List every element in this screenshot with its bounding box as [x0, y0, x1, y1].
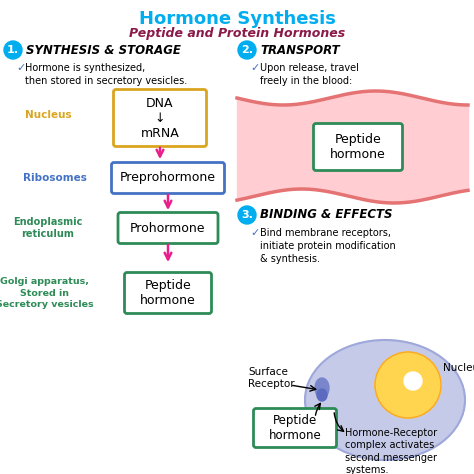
Circle shape	[4, 41, 22, 59]
Text: ✓: ✓	[250, 63, 259, 73]
Text: Peptide
hormone: Peptide hormone	[330, 133, 386, 161]
Circle shape	[375, 352, 441, 418]
Text: Hormone-Receptor
complex activates
second messenger
systems.: Hormone-Receptor complex activates secon…	[345, 428, 437, 474]
Text: 2.: 2.	[241, 45, 253, 55]
FancyBboxPatch shape	[125, 273, 211, 313]
Text: Prohormone: Prohormone	[130, 221, 206, 235]
Text: TRANSPORT: TRANSPORT	[260, 44, 340, 56]
Text: Preprohormone: Preprohormone	[120, 172, 216, 184]
FancyBboxPatch shape	[313, 124, 402, 171]
Text: Surface
Receptor: Surface Receptor	[248, 367, 295, 389]
Circle shape	[404, 372, 422, 390]
Text: Endoplasmic
reticulum: Endoplasmic reticulum	[13, 217, 82, 239]
Text: Hormone is synthesized,
then stored in secretory vesicles.: Hormone is synthesized, then stored in s…	[25, 63, 187, 86]
Circle shape	[238, 206, 256, 224]
Text: Nucleus: Nucleus	[443, 363, 474, 373]
FancyBboxPatch shape	[254, 409, 337, 447]
Text: Hormone Synthesis: Hormone Synthesis	[138, 10, 336, 28]
Text: ✓: ✓	[250, 228, 259, 238]
Text: ✓: ✓	[16, 63, 26, 73]
Text: Peptide
hormone: Peptide hormone	[269, 414, 321, 442]
FancyBboxPatch shape	[111, 163, 225, 193]
Text: BINDING & EFFECTS: BINDING & EFFECTS	[260, 209, 392, 221]
Circle shape	[238, 41, 256, 59]
FancyBboxPatch shape	[113, 90, 207, 146]
Ellipse shape	[317, 389, 327, 401]
Text: SYNTHESIS & STORAGE: SYNTHESIS & STORAGE	[26, 44, 181, 56]
Text: Golgi apparatus,
Stored in
Secretory vesicles: Golgi apparatus, Stored in Secretory ves…	[0, 277, 94, 309]
Text: Bind membrane receptors,
initiate protein modification
& synthesis.: Bind membrane receptors, initiate protei…	[260, 228, 396, 264]
Ellipse shape	[315, 378, 329, 398]
Text: 1.: 1.	[7, 45, 19, 55]
Text: Nucleus: Nucleus	[25, 110, 71, 120]
Text: 3.: 3.	[241, 210, 253, 220]
Text: Peptide
hormone: Peptide hormone	[140, 279, 196, 307]
Text: DNA
↓
mRNA: DNA ↓ mRNA	[141, 97, 179, 139]
Ellipse shape	[305, 340, 465, 460]
Text: Upon release, travel
freely in the blood:: Upon release, travel freely in the blood…	[260, 63, 359, 86]
Text: Ribosomes: Ribosomes	[23, 173, 87, 183]
FancyBboxPatch shape	[118, 212, 218, 244]
Text: Peptide and Protein Hormones: Peptide and Protein Hormones	[129, 27, 345, 40]
